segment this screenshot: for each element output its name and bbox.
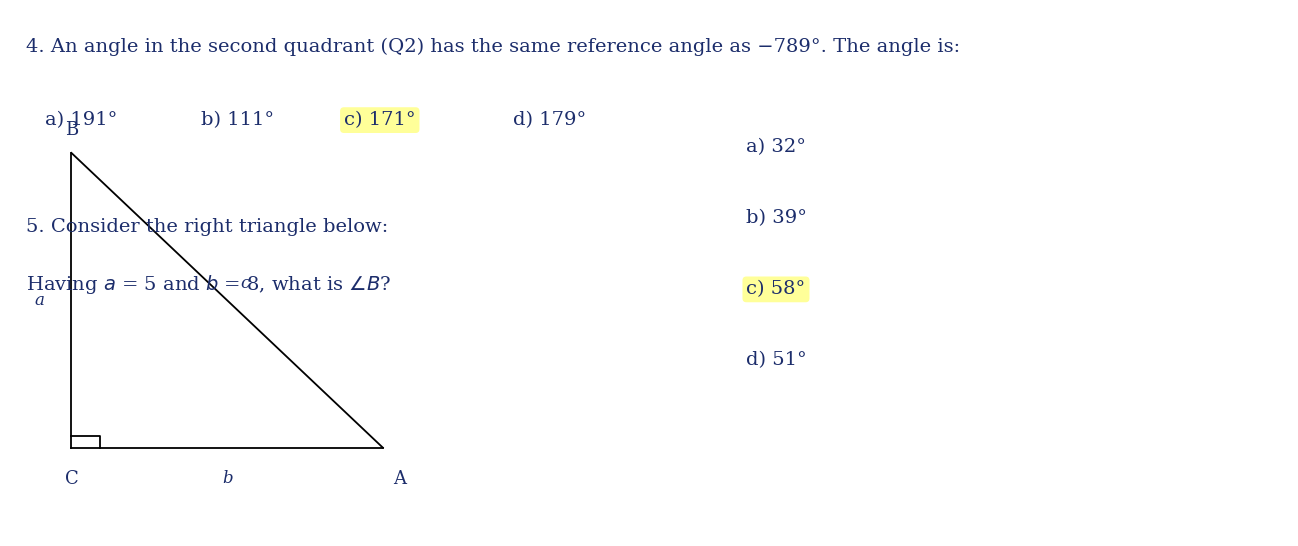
Text: d) 179°: d) 179° [513, 111, 585, 129]
Text: b) 39°: b) 39° [746, 210, 807, 227]
Text: a) 191°: a) 191° [45, 111, 118, 129]
Text: b: b [222, 470, 232, 486]
Text: C: C [65, 470, 79, 488]
Text: a) 32°: a) 32° [746, 139, 806, 156]
Text: c) 171°: c) 171° [344, 111, 415, 129]
Text: A: A [393, 470, 406, 488]
Text: a: a [34, 292, 44, 309]
Text: 4. An angle in the second quadrant (Q2) has the same reference angle as −789°. T: 4. An angle in the second quadrant (Q2) … [26, 38, 961, 56]
Text: c: c [240, 275, 249, 293]
Text: c) 58°: c) 58° [746, 281, 806, 298]
Text: d) 51°: d) 51° [746, 352, 807, 369]
Text: 5. Consider the right triangle below:: 5. Consider the right triangle below: [26, 218, 388, 236]
Text: B: B [65, 121, 78, 139]
Text: Having $a$ = 5 and $b$ = 8, what is $\angle B$?: Having $a$ = 5 and $b$ = 8, what is $\an… [26, 273, 391, 296]
Text: b) 111°: b) 111° [201, 111, 274, 129]
